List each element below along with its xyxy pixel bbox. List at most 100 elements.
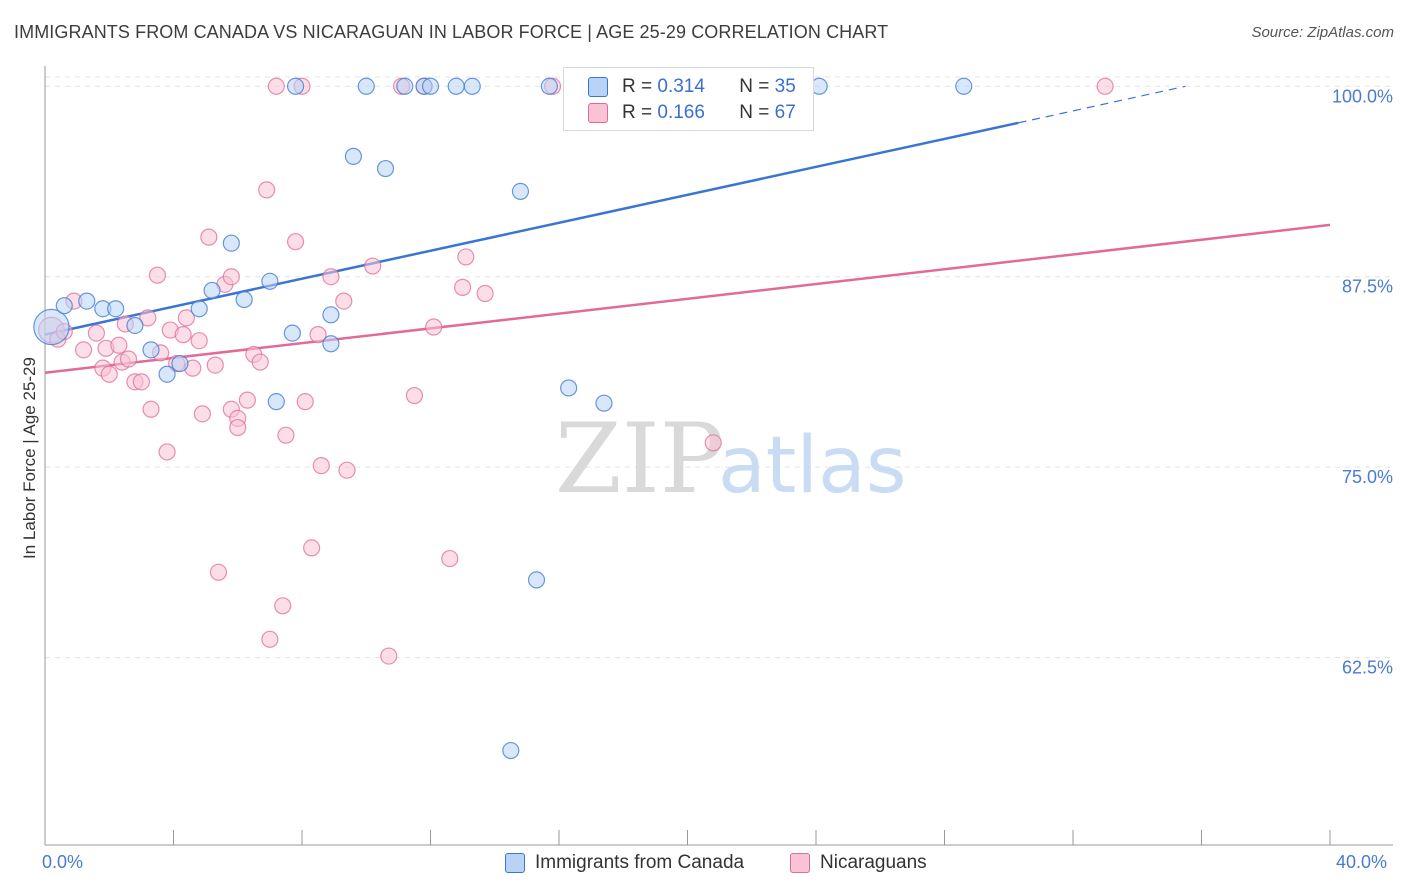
point-nicaraguans <box>238 391 256 409</box>
point-canada <box>142 341 160 359</box>
series-legend-label: Nicaraguans <box>820 852 927 873</box>
point-canada <box>502 741 520 760</box>
point-canada <box>33 308 70 346</box>
point-nicaraguans <box>200 228 218 246</box>
point-nicaraguans <box>119 350 138 368</box>
point-canada <box>447 77 465 95</box>
point-nicaraguans <box>139 309 157 327</box>
legend-row-nicaraguans: R = 0.166 N = 67 <box>588 102 796 124</box>
x-tick-label-min: 0.0% <box>42 852 84 872</box>
legend-r-label: R = <box>622 102 653 123</box>
point-canada <box>322 335 340 353</box>
watermark-atlas: atlas <box>718 421 907 511</box>
point-nicaraguans <box>296 393 314 411</box>
point-nicaraguans <box>267 77 285 95</box>
point-canada <box>511 182 530 201</box>
gridlines <box>45 76 1395 659</box>
legend-r-value: 0.166 <box>657 102 705 123</box>
point-nicaraguans <box>1096 77 1114 95</box>
chart-title: IMMIGRANTS FROM CANADA VS NICARAGUAN IN … <box>14 22 889 42</box>
point-nicaraguans <box>258 181 276 199</box>
point-nicaraguans <box>209 563 228 581</box>
point-nicaraguans <box>309 326 327 344</box>
correlation-legend: R = 0.314 N = 35 R = 0.166 N = 67 <box>563 67 814 131</box>
trend-line-canada <box>44 121 1019 336</box>
point-nicaraguans <box>177 309 195 327</box>
legend-row-canada: R = 0.314 N = 35 <box>588 76 796 98</box>
legend-n-value: 67 <box>774 102 796 123</box>
point-nicaraguans <box>312 457 330 475</box>
point-nicaraguans <box>100 365 118 383</box>
legend-swatch-pink <box>588 103 608 123</box>
point-canada <box>421 77 440 95</box>
point-nicaraguans <box>454 278 472 296</box>
series-legend-item-nicaraguans: Nicaraguans <box>790 852 927 874</box>
y-tick-label: 62.5% <box>1342 658 1393 678</box>
point-canada <box>55 297 73 315</box>
point-nicaraguans <box>274 597 292 615</box>
y-tick-label: 87.5% <box>1342 277 1393 297</box>
point-canada <box>357 77 375 95</box>
point-nicaraguans <box>74 341 93 359</box>
series-legend: Immigrants from Canada Nicaraguans <box>0 852 1406 878</box>
point-canada <box>261 272 279 290</box>
point-nicaraguans <box>261 630 279 648</box>
point-canada <box>78 292 96 310</box>
point-nicaraguans <box>441 549 459 568</box>
point-canada <box>955 77 973 95</box>
point-nicaraguans <box>335 292 353 310</box>
point-nicaraguans <box>190 332 208 350</box>
legend-r-label: R = <box>622 76 653 97</box>
series-swatch-blue <box>505 853 525 873</box>
legend-n-value: 35 <box>774 76 796 97</box>
series-swatch-pink <box>790 853 810 873</box>
series-legend-item-canada: Immigrants from Canada <box>505 852 744 874</box>
point-canada <box>235 290 253 309</box>
point-canada <box>376 159 395 178</box>
point-nicaraguans <box>303 539 321 557</box>
watermark-zip: ZIP <box>555 403 724 515</box>
point-nicaraguans <box>193 405 212 423</box>
point-nicaraguans <box>142 400 160 418</box>
point-nicaraguans <box>425 318 443 336</box>
point-canada <box>463 77 481 95</box>
point-nicaraguans <box>338 461 356 479</box>
point-nicaraguans <box>380 647 398 665</box>
legend-r-value: 0.314 <box>657 76 705 97</box>
point-canada <box>344 147 362 165</box>
point-canada <box>267 393 285 411</box>
point-canada <box>190 300 208 318</box>
point-nicaraguans <box>110 336 128 354</box>
point-nicaraguans <box>364 257 382 275</box>
y-tick-labels: 62.5% 75.0% 87.5% 100.0% <box>1332 86 1393 677</box>
point-nicaraguans <box>206 356 224 374</box>
source-label: Source: ZipAtlas.com <box>1251 24 1394 41</box>
point-canada <box>322 306 340 324</box>
point-nicaraguans <box>87 324 106 342</box>
point-nicaraguans <box>158 443 176 461</box>
legend-n-label: N = <box>739 76 770 97</box>
point-canada <box>158 365 176 383</box>
point-canada <box>203 281 221 300</box>
point-nicaraguans <box>132 373 150 391</box>
y-tick-label: 75.0% <box>1342 467 1393 487</box>
point-canada <box>171 354 189 373</box>
x-tick-label-max: 40.0% <box>1336 852 1388 872</box>
point-nicaraguans <box>222 268 240 286</box>
point-nicaraguans <box>405 386 424 405</box>
point-canada <box>540 77 558 95</box>
point-nicaraguans <box>286 233 305 251</box>
point-nicaraguans <box>229 418 247 437</box>
point-canada <box>126 316 144 335</box>
legend-swatch-blue <box>588 77 608 97</box>
legend-n-label: N = <box>739 102 770 123</box>
point-canada <box>527 571 546 589</box>
point-nicaraguans <box>148 266 167 284</box>
point-nicaraguans <box>476 284 494 303</box>
point-nicaraguans <box>251 353 269 371</box>
point-nicaraguans <box>174 326 192 344</box>
point-canada <box>222 234 240 252</box>
point-canada <box>595 394 613 412</box>
point-nicaraguans <box>704 434 722 452</box>
